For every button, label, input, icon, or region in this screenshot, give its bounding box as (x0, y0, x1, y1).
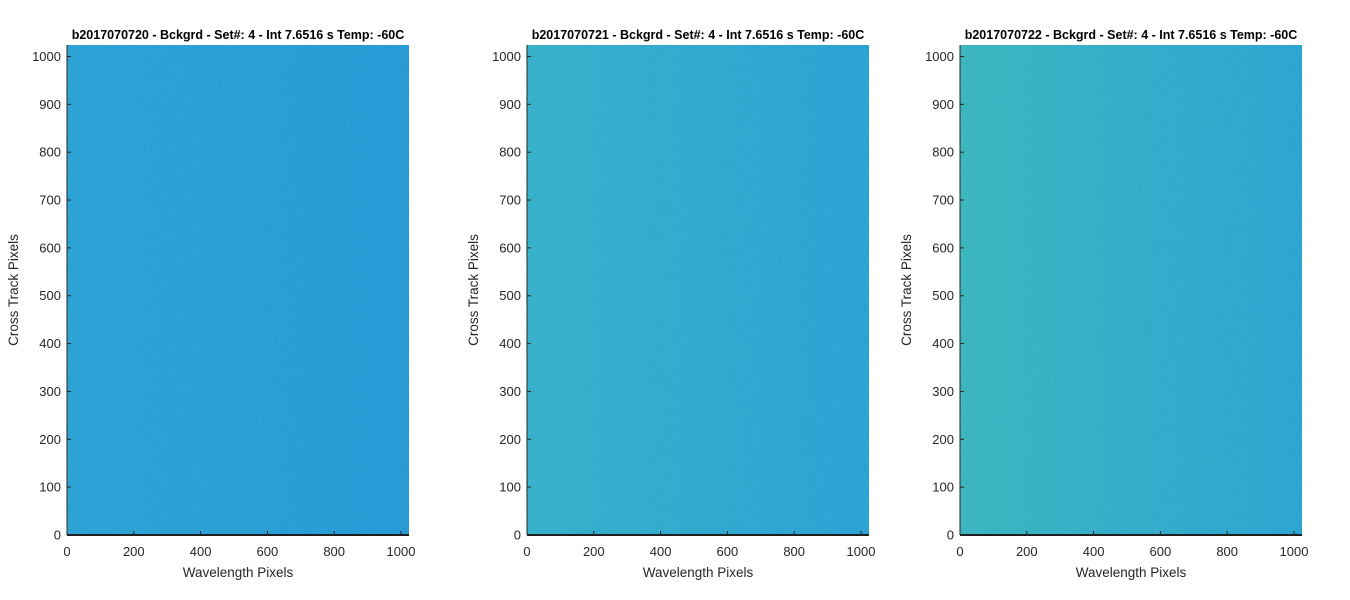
x-tick-label: 400 (650, 544, 672, 559)
heatmap-panel-1: 0 100 200 300 400 500 600 700 800 900 1000 0 200 400 6… (6, 28, 415, 580)
chart-title: b2017070722 - Bckgrd - Set#: 4 - Int 7.6… (965, 28, 1298, 42)
y-tick-label: 700 (39, 193, 61, 208)
y-tick-label: 800 (499, 145, 521, 160)
y-tick-label: 500 (39, 288, 61, 303)
x-axis-label: Wavelength Pixels (1076, 565, 1187, 580)
y-tick-label: 600 (932, 240, 954, 255)
y-tick-label: 100 (39, 480, 61, 495)
y-tick-label: 300 (932, 384, 954, 399)
y-tick-label: 300 (499, 384, 521, 399)
x-tick-label: 400 (1083, 544, 1105, 559)
chart-title: b2017070721 - Bckgrd - Set#: 4 - Int 7.6… (532, 28, 865, 42)
x-tick-label: 600 (257, 544, 279, 559)
x-tick-label: 0 (523, 544, 530, 559)
x-tick-label: 0 (956, 544, 963, 559)
x-tick-label: 600 (1150, 544, 1172, 559)
heatmap-noise (960, 45, 1302, 535)
y-tick-label: 1000 (32, 49, 61, 64)
x-axis-label: Wavelength Pixels (183, 565, 294, 580)
x-tick-label: 800 (1216, 544, 1238, 559)
y-axis-label: Cross Track Pixels (6, 234, 21, 346)
y-tick-label: 800 (39, 145, 61, 160)
y-tick-label: 300 (39, 384, 61, 399)
y-tick-label: 1000 (492, 49, 521, 64)
y-axis-label: Cross Track Pixels (899, 234, 914, 346)
y-tick-label: 100 (499, 480, 521, 495)
y-tick-label: 0 (947, 528, 954, 543)
y-tick-label: 400 (499, 336, 521, 351)
y-tick-label: 0 (514, 528, 521, 543)
y-tick-label: 600 (499, 240, 521, 255)
x-tick-label: 0 (63, 544, 70, 559)
y-tick-label: 200 (39, 432, 61, 447)
y-tick-label: 200 (499, 432, 521, 447)
x-tick-label: 800 (323, 544, 345, 559)
x-tick-label: 1000 (847, 544, 876, 559)
y-tick-label: 600 (39, 240, 61, 255)
y-tick-label: 200 (932, 432, 954, 447)
y-tick-label: 700 (499, 193, 521, 208)
x-tick-label: 200 (123, 544, 145, 559)
x-tick-label: 1000 (387, 544, 416, 559)
heatmap-panel-3: 0 100 200 300 400 500 600 700 800 900 1000 0 200 400 6… (899, 28, 1308, 580)
heatmap-panel-2: 0 100 200 300 400 500 600 700 800 900 1000 0 200 400 6… (466, 28, 875, 580)
y-tick-label: 0 (54, 528, 61, 543)
y-tick-label: 500 (932, 288, 954, 303)
y-tick-label: 1000 (925, 49, 954, 64)
y-tick-label: 500 (499, 288, 521, 303)
y-tick-label: 900 (932, 97, 954, 112)
x-tick-label: 1000 (1280, 544, 1309, 559)
y-tick-label: 400 (932, 336, 954, 351)
heatmap-noise (67, 45, 409, 535)
x-tick-label: 200 (1016, 544, 1038, 559)
x-tick-label: 400 (190, 544, 212, 559)
x-tick-label: 200 (583, 544, 605, 559)
heatmap-noise (527, 45, 869, 535)
chart-title: b2017070720 - Bckgrd - Set#: 4 - Int 7.6… (72, 28, 405, 42)
x-axis-label: Wavelength Pixels (643, 565, 754, 580)
y-tick-label: 900 (499, 97, 521, 112)
y-tick-label: 400 (39, 336, 61, 351)
x-tick-label: 600 (717, 544, 739, 559)
y-tick-label: 900 (39, 97, 61, 112)
y-tick-label: 100 (932, 480, 954, 495)
y-tick-label: 800 (932, 145, 954, 160)
y-tick-label: 700 (932, 193, 954, 208)
y-axis-label: Cross Track Pixels (466, 234, 481, 346)
x-tick-label: 800 (783, 544, 805, 559)
